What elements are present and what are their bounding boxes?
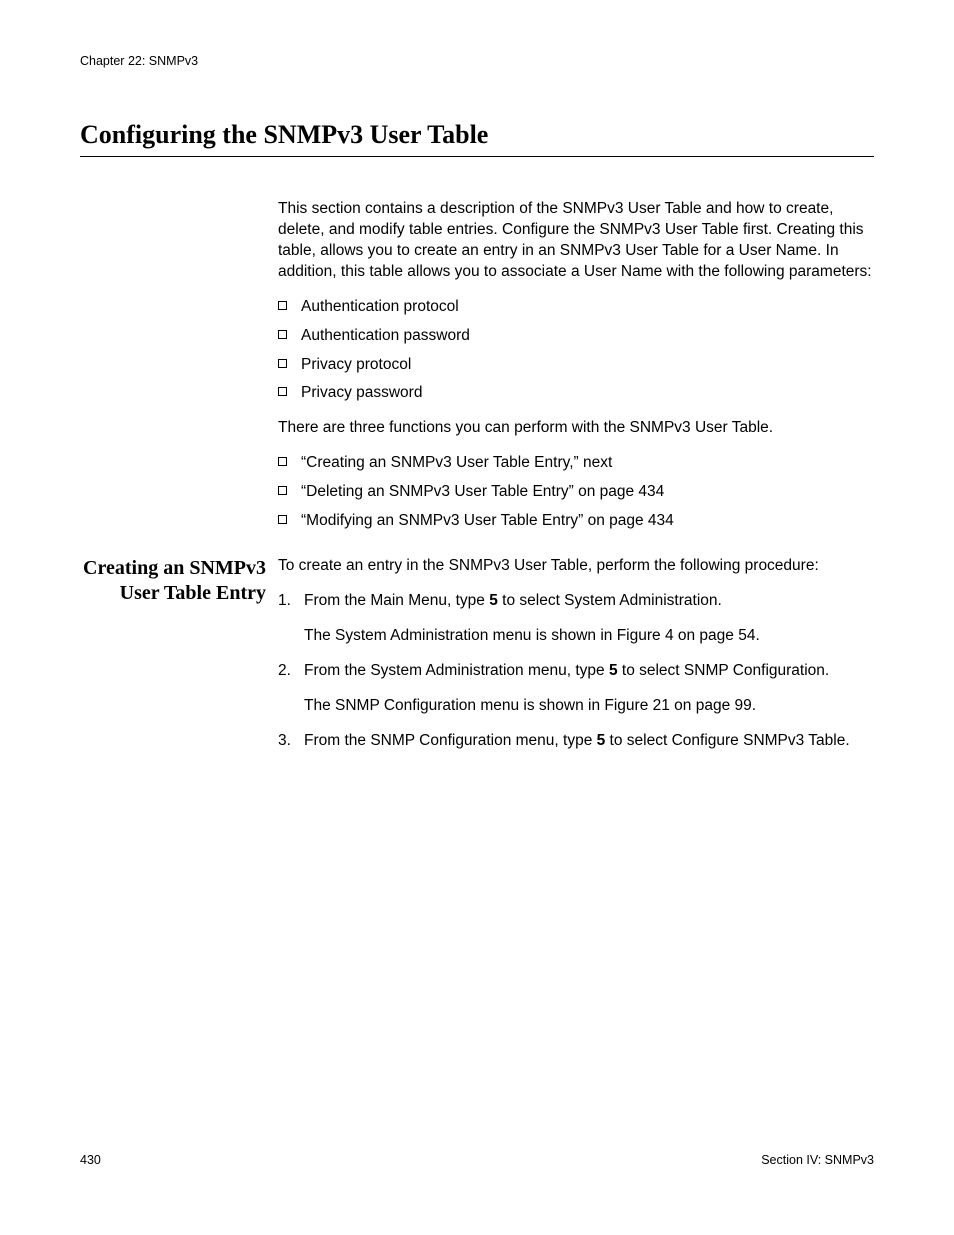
function-text: “Creating an SNMPv3 User Table Entry,” n… <box>301 453 612 474</box>
side-col: Creating an SNMPv3 User Table Entry <box>80 556 278 606</box>
step-text-bold: 5 <box>609 662 618 679</box>
step-body: From the Main Menu, type 5 to select Sys… <box>304 591 874 647</box>
param-item: Privacy password <box>278 383 874 404</box>
square-bullet-icon <box>278 359 287 368</box>
step-note: The System Administration menu is shown … <box>304 626 874 647</box>
step-text-pre: From the System Administration menu, typ… <box>304 662 609 679</box>
step-note: The SNMP Configuration menu is shown in … <box>304 696 874 717</box>
function-text: “Deleting an SNMPv3 User Table Entry” on… <box>301 482 664 503</box>
steps-list: 1. From the Main Menu, type 5 to select … <box>278 591 874 752</box>
functions-list: “Creating an SNMPv3 User Table Entry,” n… <box>278 453 874 532</box>
intro-paragraph: This section contains a description of t… <box>278 199 874 283</box>
step-text-bold: 5 <box>597 732 606 749</box>
procedure-body: To create an entry in the SNMPv3 User Ta… <box>278 556 874 766</box>
function-text: “Modifying an SNMPv3 User Table Entry” o… <box>301 511 674 532</box>
page-footer: 430 Section IV: SNMPv3 <box>80 1153 874 1167</box>
square-bullet-icon <box>278 515 287 524</box>
function-item: “Modifying an SNMPv3 User Table Entry” o… <box>278 511 874 532</box>
param-item: Authentication password <box>278 326 874 347</box>
functions-intro: There are three functions you can perfor… <box>278 418 874 439</box>
step-number: 1. <box>278 591 304 647</box>
step-item: 3. From the SNMP Configuration menu, typ… <box>278 731 874 752</box>
square-bullet-icon <box>278 486 287 495</box>
step-item: 2. From the System Administration menu, … <box>278 661 874 717</box>
square-bullet-icon <box>278 387 287 396</box>
function-item: “Deleting an SNMPv3 User Table Entry” on… <box>278 482 874 503</box>
step-text-pre: From the Main Menu, type <box>304 592 489 609</box>
intro-row: This section contains a description of t… <box>80 199 874 546</box>
step-body: From the System Administration menu, typ… <box>304 661 874 717</box>
square-bullet-icon <box>278 301 287 310</box>
intro-body: This section contains a description of t… <box>278 199 874 546</box>
params-list: Authentication protocol Authentication p… <box>278 297 874 405</box>
page-number: 430 <box>80 1153 101 1167</box>
param-text: Privacy protocol <box>301 355 411 376</box>
param-text: Authentication password <box>301 326 470 347</box>
square-bullet-icon <box>278 330 287 339</box>
param-text: Privacy password <box>301 383 422 404</box>
step-number: 3. <box>278 731 304 752</box>
page-title: Configuring the SNMPv3 User Table <box>80 120 874 157</box>
chapter-header: Chapter 22: SNMPv3 <box>80 54 874 68</box>
step-item: 1. From the Main Menu, type 5 to select … <box>278 591 874 647</box>
param-item: Authentication protocol <box>278 297 874 318</box>
step-text-post: to select Configure SNMPv3 Table. <box>605 732 849 749</box>
param-text: Authentication protocol <box>301 297 459 318</box>
step-body: From the SNMP Configuration menu, type 5… <box>304 731 874 752</box>
step-text-bold: 5 <box>489 592 498 609</box>
section-label: Section IV: SNMPv3 <box>761 1153 874 1167</box>
step-text-post: to select SNMP Configuration. <box>618 662 830 679</box>
procedure-row: Creating an SNMPv3 User Table Entry To c… <box>80 556 874 766</box>
param-item: Privacy protocol <box>278 355 874 376</box>
square-bullet-icon <box>278 457 287 466</box>
page: Chapter 22: SNMPv3 Configuring the SNMPv… <box>0 0 954 1235</box>
side-heading: Creating an SNMPv3 User Table Entry <box>80 556 266 606</box>
step-text-pre: From the SNMP Configuration menu, type <box>304 732 597 749</box>
procedure-intro: To create an entry in the SNMPv3 User Ta… <box>278 556 874 577</box>
step-text-post: to select System Administration. <box>498 592 722 609</box>
function-item: “Creating an SNMPv3 User Table Entry,” n… <box>278 453 874 474</box>
step-number: 2. <box>278 661 304 717</box>
